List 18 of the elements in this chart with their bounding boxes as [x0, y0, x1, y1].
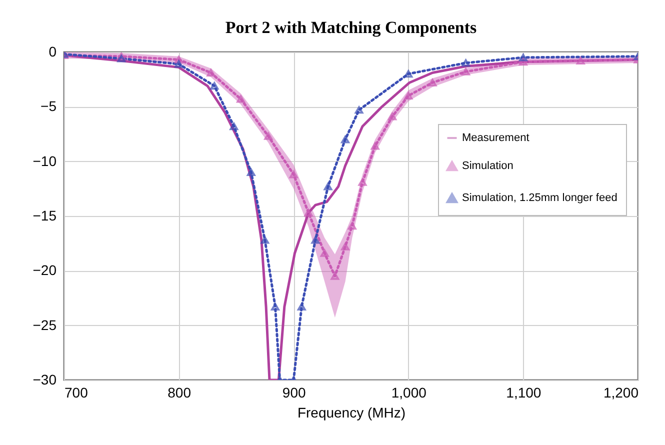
legend-label: Measurement [462, 132, 530, 144]
y-tick-label: −15 [32, 208, 57, 224]
x-axis-title: Frequency (MHz) [297, 404, 406, 420]
legend-label: Simulation [462, 160, 514, 172]
y-tick-label: −25 [32, 316, 57, 333]
x-tick-label: 800 [168, 384, 192, 400]
y-tick-label: −5 [40, 98, 57, 114]
x-tick-label: 1,200 [603, 384, 639, 400]
x-tick-label: 1,100 [506, 384, 542, 400]
y-tick-label: 0 [48, 44, 57, 60]
x-tick-label: 900 [282, 384, 306, 400]
x-tick-label: 1,000 [391, 384, 427, 400]
legend-label: Simulation, 1.25mm longer feed [462, 192, 618, 204]
y-tick-label: −20 [32, 262, 57, 278]
chart-title: Port 2 with Matching Components [225, 18, 477, 37]
y-tick-label: −10 [32, 152, 57, 169]
x-tick-label: 700 [64, 384, 88, 400]
y-tick-label: −30 [32, 372, 57, 388]
